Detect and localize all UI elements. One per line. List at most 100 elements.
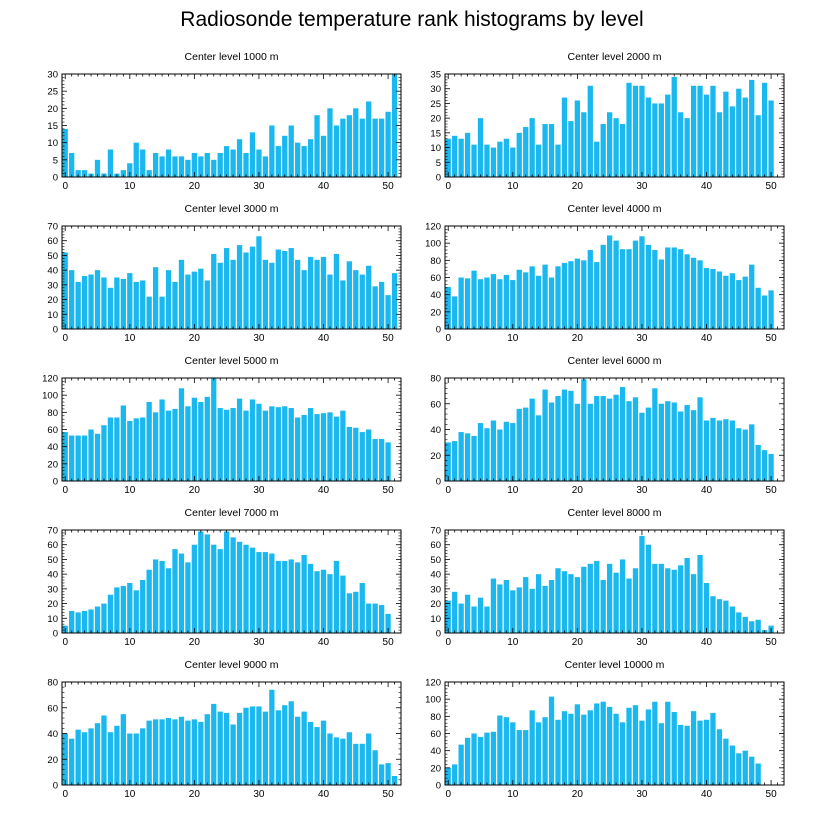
- bar: [146, 296, 152, 329]
- bar: [198, 531, 204, 633]
- bar: [619, 387, 626, 481]
- bar: [159, 560, 165, 633]
- bar: [191, 397, 198, 481]
- bar: [484, 606, 490, 633]
- bar: [114, 277, 120, 329]
- bar: [581, 112, 587, 177]
- bar: [555, 568, 561, 633]
- y-tick-label: 30: [430, 584, 441, 595]
- bar: [275, 710, 281, 785]
- bar: [101, 425, 107, 481]
- x-tick-label: 20: [189, 637, 201, 648]
- y-tick-label: 40: [430, 570, 441, 581]
- bar: [295, 716, 301, 785]
- x-tick-label: 20: [189, 333, 201, 344]
- y-tick-label: 20: [47, 755, 58, 766]
- x-tick-label: 40: [318, 333, 330, 344]
- bar: [645, 407, 652, 481]
- bar: [346, 732, 352, 785]
- bar: [665, 247, 671, 329]
- x-tick-label: 0: [445, 637, 451, 648]
- bar: [159, 296, 165, 329]
- bar: [249, 246, 256, 329]
- bar: [146, 569, 152, 633]
- bar: [639, 236, 645, 329]
- bar: [69, 435, 75, 481]
- bar: [568, 121, 574, 177]
- x-tick-label: 0: [62, 637, 68, 648]
- x-tick-label: 30: [253, 789, 265, 800]
- bar: [516, 132, 522, 177]
- bar: [81, 435, 88, 481]
- bar: [652, 388, 658, 481]
- y-tick-label: 100: [42, 391, 58, 402]
- y-tick-label: 15: [430, 128, 441, 139]
- bar: [288, 559, 294, 633]
- bar: [249, 132, 256, 177]
- bar: [262, 410, 269, 481]
- bar: [211, 253, 217, 329]
- bar: [340, 410, 346, 481]
- bar: [445, 600, 451, 633]
- bar: [561, 97, 568, 177]
- x-tick-label: 20: [572, 333, 584, 344]
- y-tick-label: 40: [47, 266, 58, 277]
- bar: [568, 574, 574, 633]
- x-tick-label: 40: [701, 181, 713, 192]
- y-tick-label: 10: [47, 310, 58, 321]
- x-tick-label: 20: [189, 485, 201, 496]
- bar: [619, 722, 626, 785]
- y-tick-label: 60: [430, 273, 441, 284]
- y-tick-label: 60: [47, 236, 58, 247]
- bar: [230, 724, 236, 785]
- bar: [516, 269, 522, 329]
- bar: [490, 731, 497, 785]
- y-tick-label: 60: [430, 729, 441, 740]
- bar: [452, 764, 458, 785]
- bar: [372, 438, 378, 481]
- bar: [236, 398, 243, 481]
- bar: [678, 724, 684, 785]
- bar: [159, 399, 165, 481]
- bar: [587, 403, 593, 481]
- bar: [101, 277, 107, 329]
- y-tick-label: 80: [47, 408, 58, 419]
- x-tick-label: 50: [383, 485, 395, 496]
- bar: [742, 97, 748, 177]
- bar: [62, 432, 68, 481]
- bar: [256, 552, 262, 633]
- bar: [561, 711, 568, 785]
- panel-title: Center level 6000 m: [568, 355, 662, 367]
- bar: [645, 544, 652, 633]
- panel-title: Center level 7000 m: [185, 507, 279, 519]
- x-tick-label: 40: [318, 789, 330, 800]
- y-tick-label: 120: [425, 678, 441, 689]
- bar: [561, 571, 568, 633]
- bar: [191, 544, 198, 633]
- x-tick-label: 50: [766, 637, 778, 648]
- bar: [366, 265, 372, 329]
- y-tick-label: 20: [430, 763, 441, 774]
- bar: [152, 559, 159, 633]
- y-tick-label: 60: [430, 399, 441, 410]
- bar: [378, 764, 385, 785]
- bar: [626, 82, 632, 177]
- x-tick-label: 30: [636, 485, 648, 496]
- bar: [101, 715, 107, 785]
- bar: [619, 249, 626, 329]
- bar: [729, 420, 735, 481]
- bar: [249, 547, 256, 633]
- bar: [710, 417, 716, 481]
- bar: [736, 280, 742, 329]
- bar: [314, 259, 320, 329]
- bar: [75, 612, 81, 633]
- bar: [346, 115, 352, 177]
- bar: [458, 277, 464, 329]
- bar: [191, 719, 198, 785]
- bar: [716, 420, 723, 481]
- bar: [678, 565, 684, 633]
- bar: [269, 406, 275, 481]
- bar: [684, 254, 690, 329]
- bar: [172, 719, 178, 785]
- y-tick-label: 15: [47, 121, 58, 132]
